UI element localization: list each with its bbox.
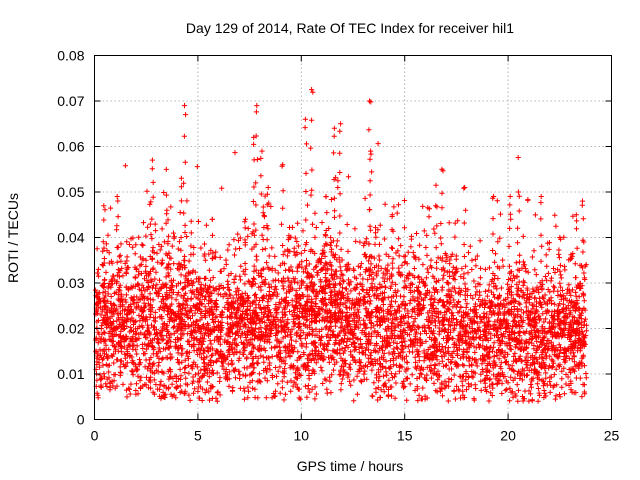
y-axis-label: ROTI / TECUs — [5, 193, 21, 283]
y-tick-label: 0.04 — [57, 230, 84, 246]
x-tick-label: 25 — [604, 428, 620, 444]
y-tick-label: 0.07 — [57, 93, 84, 109]
y-tick-label: 0.08 — [57, 48, 84, 64]
y-tick-label: 0.01 — [57, 366, 84, 382]
y-tick-label: 0.02 — [57, 321, 84, 337]
y-tick-label: 0 — [77, 412, 85, 428]
x-tick-label: 15 — [397, 428, 413, 444]
grid-lines — [94, 55, 612, 420]
x-tick-label: 10 — [294, 428, 310, 444]
chart-title: Day 129 of 2014, Rate Of TEC Index for r… — [186, 20, 514, 36]
roti-series-markers — [93, 87, 590, 404]
x-tick-label: 0 — [91, 428, 99, 444]
x-tick-label: 5 — [194, 428, 202, 444]
axes: 0 5 10 15 20 25 0 0.01 0.02 0.03 0.04 0.05 0.06 0.07 0… — [57, 48, 619, 444]
y-tick-label: 0.06 — [57, 139, 84, 155]
data-points — [93, 87, 590, 404]
y-tick-label: 0.05 — [57, 184, 84, 200]
y-tick-label: 0.03 — [57, 275, 84, 291]
x-axis-label: GPS time / hours — [297, 458, 404, 474]
x-tick-label: 20 — [500, 428, 516, 444]
